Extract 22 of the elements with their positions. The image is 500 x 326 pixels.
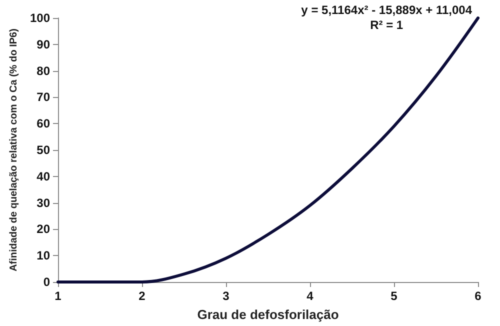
y-tick-label: 60 (36, 116, 50, 131)
y-tick-label: 80 (36, 64, 50, 78)
x-tick-label: 3 (222, 289, 230, 303)
y-tick-label: 0 (43, 275, 50, 289)
y-axis-title: Afinidade de quelação relativa com o Ca (% do IP6) (8, 28, 20, 272)
line-series (56, 16, 480, 284)
x-tick-label: 2 (138, 289, 146, 303)
x-tick-label: 6 (474, 289, 482, 303)
y-tick-label: 30 (36, 196, 50, 210)
y-tick-label: 70 (36, 90, 50, 104)
x-tick-label: 4 (306, 289, 314, 303)
y-tick-label: 20 (36, 222, 50, 236)
y-tick-label: 100 (30, 11, 50, 25)
x-axis-title: Grau de defosforilação (197, 307, 339, 322)
y-tick-label: 10 (36, 248, 50, 263)
y-tick-label: 50 (36, 143, 50, 157)
y-tick-label: 90 (36, 37, 50, 52)
text: y = 5,1164x² - 15,889x + 11,004 (301, 3, 472, 17)
x-tick-label: 1 (54, 289, 62, 303)
x-tick-label: 5 (390, 289, 398, 303)
annotation: R² = 1 (370, 18, 404, 32)
y-tick-label: 40 (36, 169, 50, 184)
